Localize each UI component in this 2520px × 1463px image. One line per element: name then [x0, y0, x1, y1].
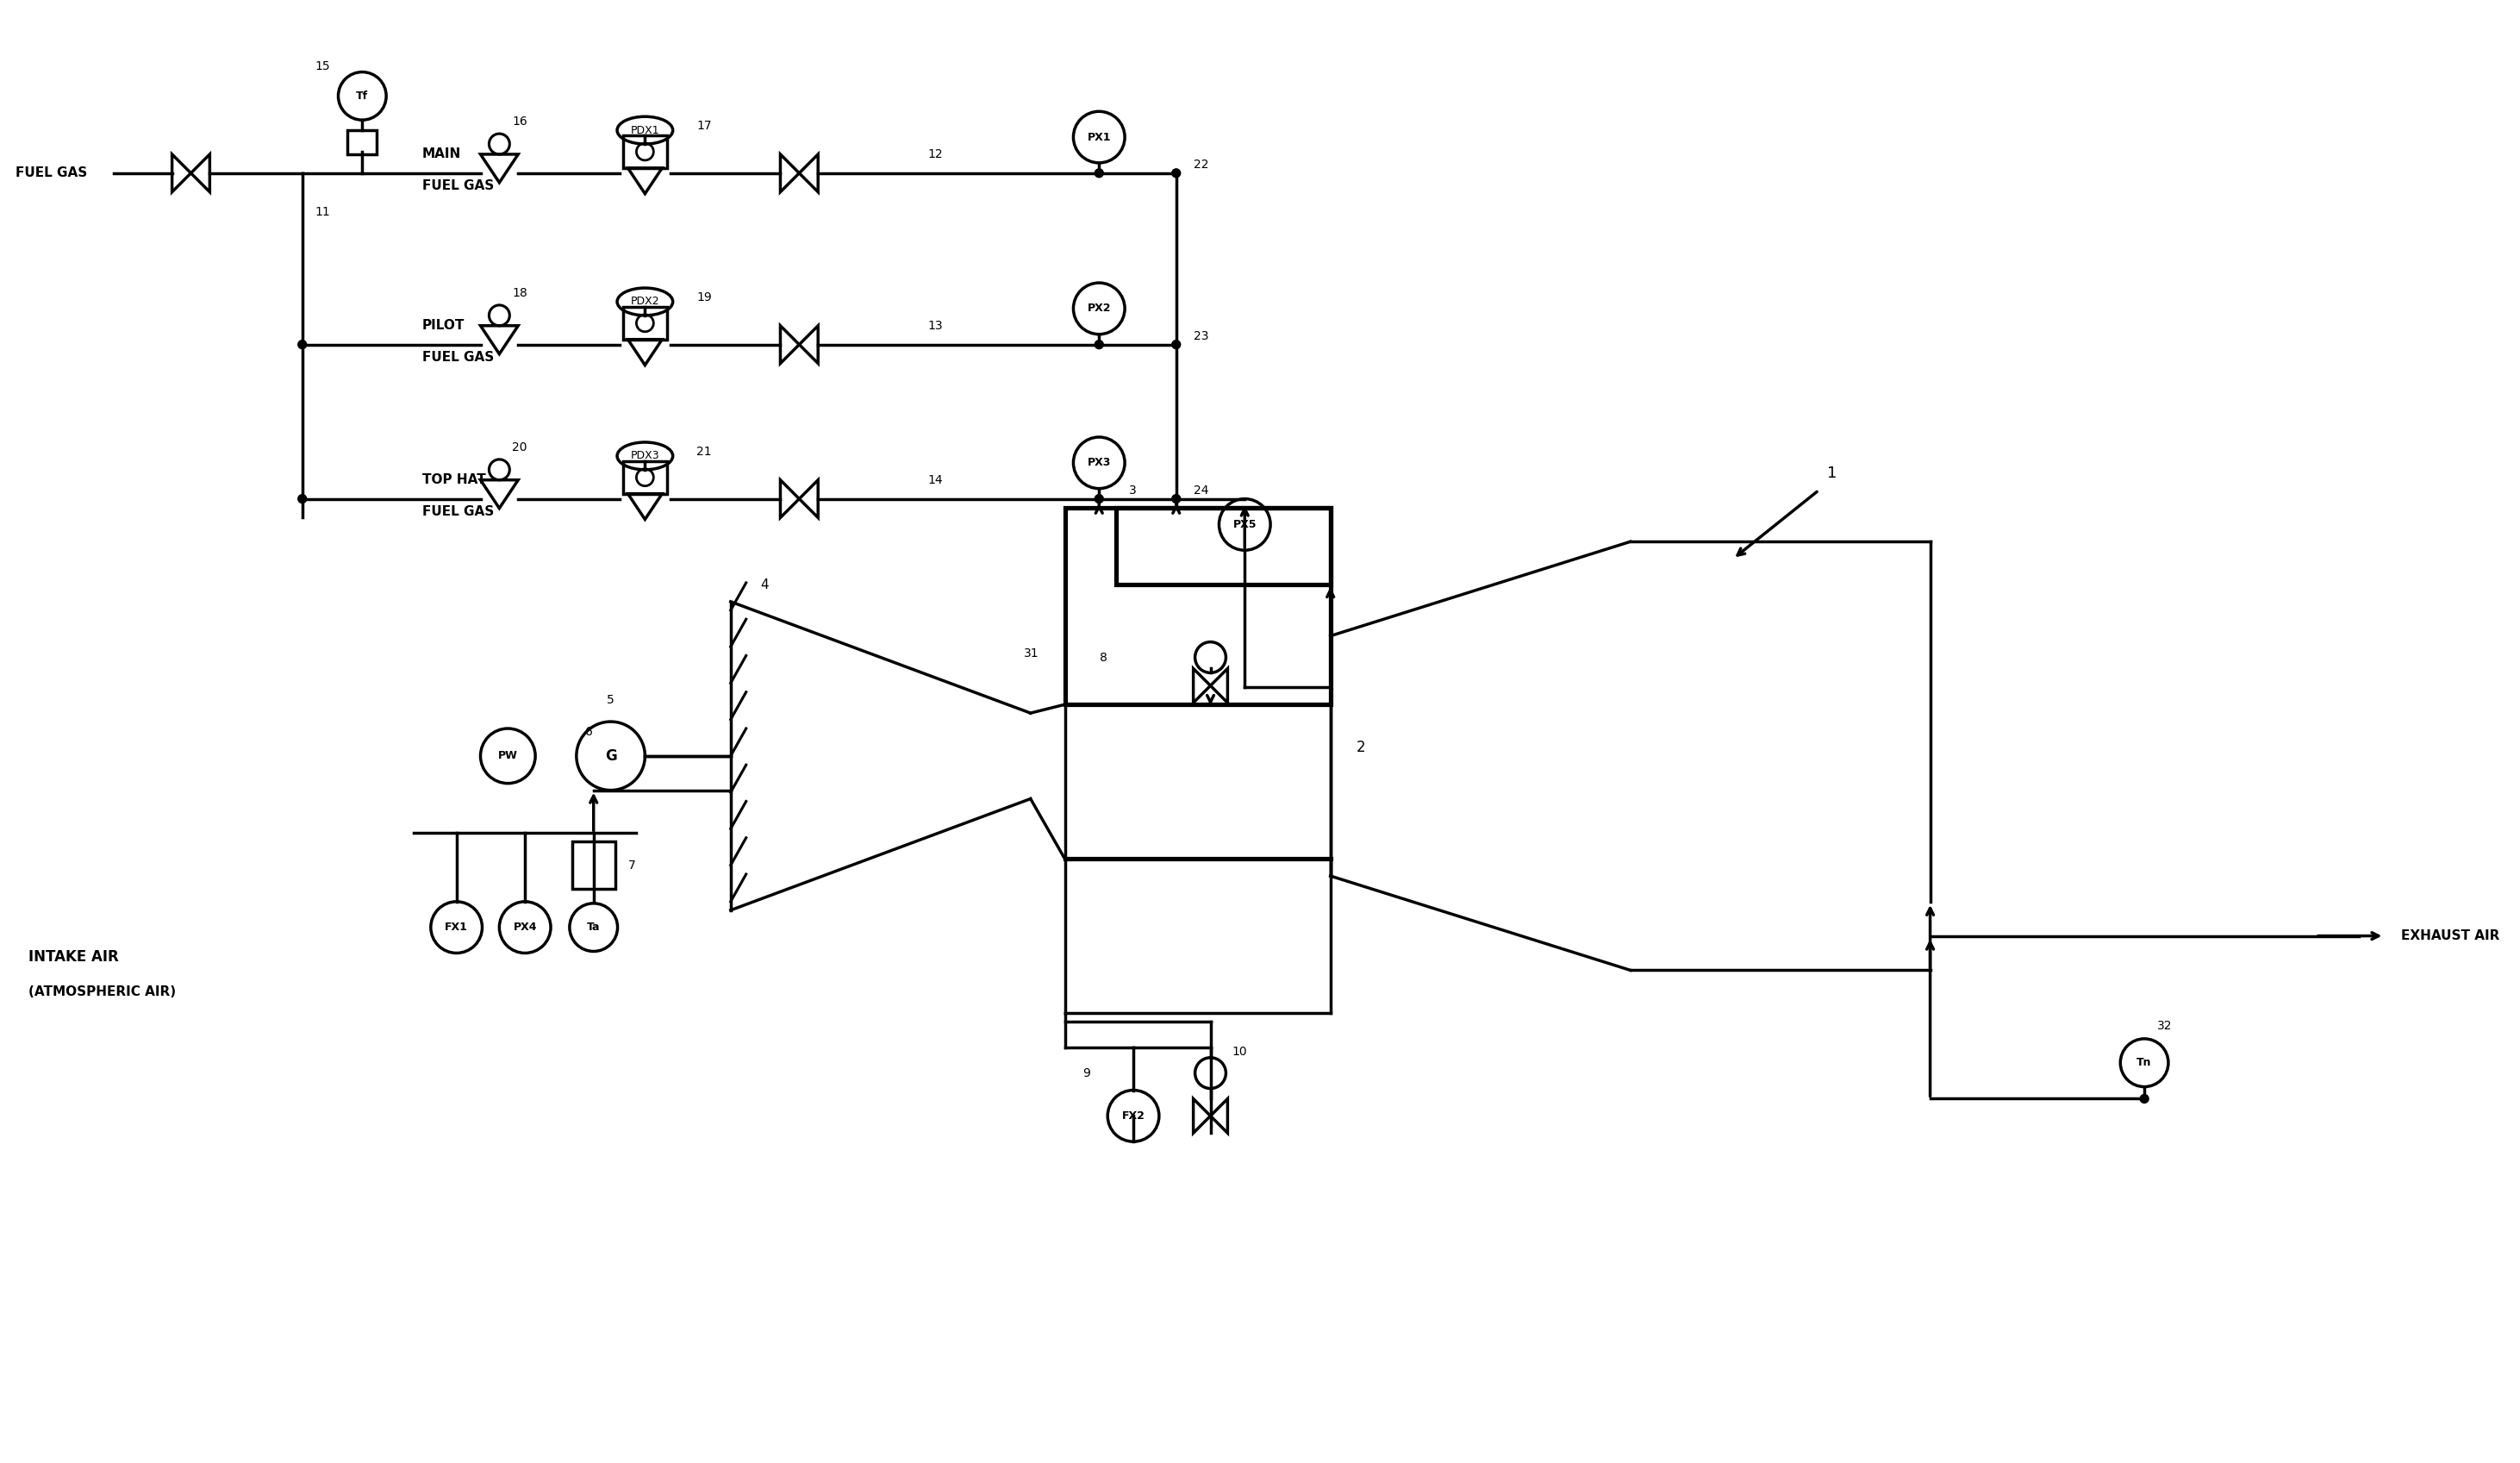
Text: 22: 22 — [1194, 158, 1210, 171]
Text: 24: 24 — [1194, 484, 1210, 496]
Circle shape — [1172, 341, 1179, 348]
Text: MAIN: MAIN — [423, 148, 461, 161]
Text: 12: 12 — [927, 148, 942, 161]
Text: FX1: FX1 — [446, 922, 469, 933]
Text: 1: 1 — [1827, 465, 1837, 481]
Text: 2: 2 — [1356, 740, 1366, 755]
Text: 7: 7 — [627, 860, 635, 872]
Text: TOP HAT: TOP HAT — [423, 474, 486, 486]
Text: 9: 9 — [1084, 1067, 1091, 1080]
Text: 16: 16 — [512, 116, 527, 127]
Text: 17: 17 — [696, 120, 711, 132]
Text: PDX2: PDX2 — [630, 296, 660, 307]
Text: PX2: PX2 — [1086, 303, 1111, 315]
Text: FUEL GAS: FUEL GAS — [423, 505, 494, 518]
Text: PDX3: PDX3 — [630, 451, 660, 461]
Text: 19: 19 — [696, 291, 711, 303]
Text: 8: 8 — [1101, 651, 1109, 663]
Text: 32: 32 — [2157, 1020, 2172, 1031]
Text: G: G — [605, 748, 617, 764]
Text: 13: 13 — [927, 319, 942, 332]
Text: PW: PW — [499, 751, 517, 762]
Text: 3: 3 — [1129, 484, 1137, 496]
Text: 14: 14 — [927, 474, 942, 486]
Text: 18: 18 — [512, 287, 527, 298]
Circle shape — [1094, 168, 1104, 177]
Text: 5: 5 — [607, 693, 615, 707]
Circle shape — [2139, 1094, 2150, 1103]
Text: PX3: PX3 — [1086, 458, 1111, 468]
Circle shape — [1172, 168, 1179, 177]
Text: 21: 21 — [696, 446, 711, 458]
Circle shape — [1172, 494, 1179, 503]
Text: EXHAUST AIR: EXHAUST AIR — [2402, 929, 2500, 942]
Text: 6: 6 — [585, 726, 592, 737]
Text: PX1: PX1 — [1086, 132, 1111, 143]
Text: Tf: Tf — [355, 91, 368, 101]
Text: 31: 31 — [1023, 647, 1038, 660]
Text: FUEL GAS: FUEL GAS — [15, 167, 88, 180]
Text: (ATMOSPHERIC AIR): (ATMOSPHERIC AIR) — [28, 985, 176, 998]
Text: FUEL GAS: FUEL GAS — [423, 351, 494, 364]
Text: 4: 4 — [761, 578, 769, 591]
Text: PX4: PX4 — [514, 922, 537, 933]
Text: PX5: PX5 — [1232, 519, 1257, 530]
Text: Tn: Tn — [2137, 1058, 2152, 1068]
Circle shape — [297, 494, 307, 503]
Text: PDX1: PDX1 — [630, 124, 660, 136]
Text: 23: 23 — [1194, 331, 1210, 342]
Text: 10: 10 — [1232, 1046, 1247, 1058]
Text: PILOT: PILOT — [423, 319, 464, 332]
Text: FUEL GAS: FUEL GAS — [423, 180, 494, 193]
Text: 20: 20 — [512, 442, 527, 454]
Text: 15: 15 — [315, 60, 330, 72]
Text: FX2: FX2 — [1121, 1110, 1144, 1122]
Text: 11: 11 — [315, 206, 330, 218]
Circle shape — [1094, 341, 1104, 348]
Text: INTAKE AIR: INTAKE AIR — [28, 949, 118, 966]
Circle shape — [297, 341, 307, 348]
Text: Ta: Ta — [587, 922, 600, 933]
Circle shape — [1094, 494, 1104, 503]
